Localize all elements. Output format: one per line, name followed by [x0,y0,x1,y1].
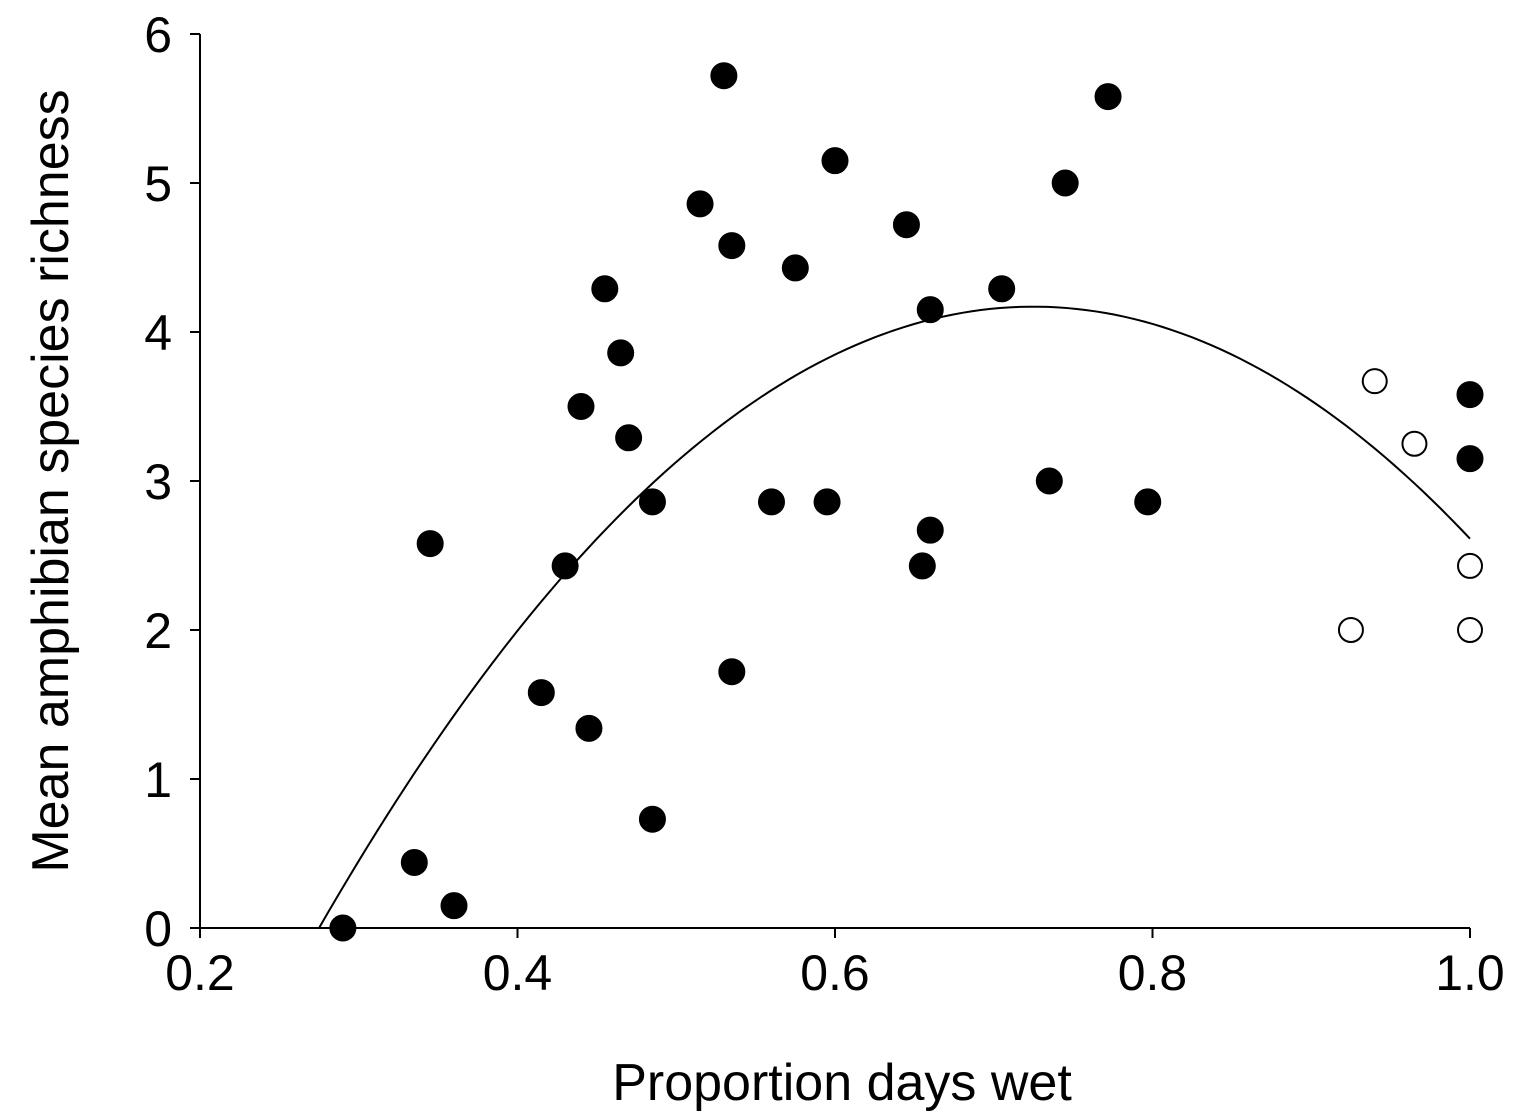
data-point-filled [527,679,555,707]
y-tick-label: 3 [144,454,172,510]
data-point-filled [908,552,936,580]
data-point-filled [718,658,746,686]
data-point-filled [1134,488,1162,516]
data-point-filled [551,552,579,580]
data-point-filled [1456,381,1484,409]
data-point-open [1401,430,1428,457]
data-point-filled [400,848,428,876]
data-point-open [1457,617,1483,643]
data-point-filled [686,190,714,218]
data-point-filled [813,488,841,516]
y-axis-ticks: 0 1 2 3 4 5 6 [144,7,200,957]
data-point-filled [1051,169,1079,197]
y-tick-label: 4 [144,305,172,361]
axes: 0.2 0.4 0.6 0.8 1.0 0 1 2 3 4 5 6 [144,7,1505,1001]
data-point-filled [781,254,809,282]
data-point-open [1361,368,1388,395]
data-point-filled [916,296,944,324]
data-point-filled [718,232,746,260]
data-point-filled [329,914,357,942]
data-point-filled [916,516,944,544]
data-point-filled [416,530,444,558]
data-point-filled [710,62,738,90]
data-point-filled [1094,83,1122,111]
fit-curve-layer [318,305,1471,929]
x-axis-ticks: 0.2 0.4 0.6 0.8 1.0 [165,928,1505,1001]
data-point-filled [988,275,1016,303]
y-axis-title: Mean amphibian species richness [22,89,80,872]
data-point-filled [1035,467,1063,495]
data-point-filled [638,488,666,516]
data-point-filled [440,892,468,920]
data-point-filled [567,393,595,420]
x-tick-label: 0.6 [800,945,870,1001]
data-point-filled [615,424,643,452]
data-point-filled [892,211,920,239]
data-point-open [1337,617,1364,643]
data-points-layer [329,62,1484,942]
x-tick-label: 1.0 [1435,945,1505,1001]
y-tick-label: 6 [144,7,172,63]
data-point-filled [638,805,666,833]
y-tick-label: 2 [144,603,172,659]
x-tick-label: 0.8 [1118,945,1188,1001]
y-tick-label: 0 [144,901,172,957]
fit-curve [318,305,1471,929]
data-point-filled [821,147,849,175]
data-point-filled [1456,445,1484,473]
x-tick-label: 0.4 [483,945,553,1001]
data-point-open [1457,552,1483,579]
x-tick-label: 0.2 [165,945,235,1001]
x-axis-title: Proportion days wet [612,1054,1072,1112]
y-tick-label: 1 [144,752,172,808]
data-point-filled [591,275,619,303]
data-point-filled [575,714,603,742]
data-point-filled [607,339,635,367]
y-tick-label: 5 [144,156,172,212]
data-point-filled [758,488,785,516]
